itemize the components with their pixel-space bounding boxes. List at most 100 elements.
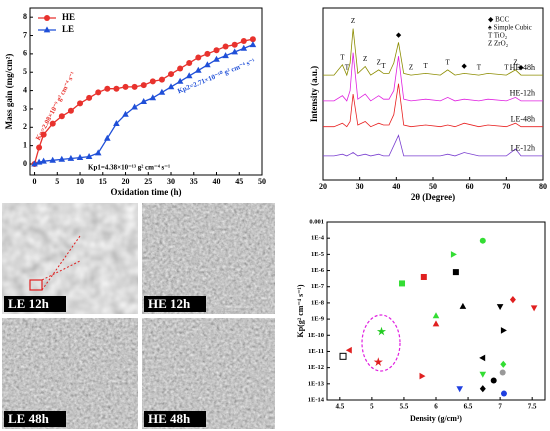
panel-label-bg xyxy=(4,296,66,312)
marker xyxy=(149,94,157,101)
peak-label: ◆ xyxy=(396,31,402,39)
marker xyxy=(452,269,459,276)
x-tick-label: 7.5 xyxy=(528,403,537,411)
y-tick-label: 3 xyxy=(23,104,27,113)
marker xyxy=(67,107,74,114)
legend-label: Z ZrO₂ xyxy=(488,40,509,48)
marker xyxy=(479,371,487,378)
marker xyxy=(122,110,129,117)
x-tick-label: 50 xyxy=(429,182,437,191)
marker xyxy=(399,280,406,287)
peak-label: T xyxy=(504,64,509,72)
marker xyxy=(40,131,47,138)
x-tick-label: 40 xyxy=(392,182,400,191)
marker xyxy=(490,377,497,384)
series-line xyxy=(323,52,543,102)
marker xyxy=(149,78,156,85)
panel-label: HE 48h xyxy=(148,411,191,426)
marker xyxy=(67,154,75,161)
panel-label-bg xyxy=(144,296,206,312)
y-tick-label: 1E-9 xyxy=(311,316,325,323)
x-tick-label: 6 xyxy=(434,403,438,411)
x-tick-label: 7 xyxy=(498,403,502,411)
x-tick-label: 15 xyxy=(99,177,107,186)
marker xyxy=(86,94,93,101)
marker xyxy=(36,144,43,151)
marker xyxy=(499,369,506,376)
inset-zoom xyxy=(79,205,136,262)
x-axis-label: Oxidation time (h) xyxy=(111,187,182,197)
marker xyxy=(213,47,220,54)
marker xyxy=(345,346,352,354)
marker xyxy=(509,296,516,304)
marker xyxy=(231,41,238,48)
sem-image xyxy=(142,318,275,429)
y-tick-label: 1E-13 xyxy=(308,380,325,387)
marker xyxy=(122,83,129,90)
legend-label: ◆ BCC xyxy=(488,16,509,24)
y-tick-label: 1E-14 xyxy=(308,396,325,403)
x-tick-label: 5 xyxy=(370,403,374,411)
sem-image xyxy=(2,318,138,429)
marker xyxy=(168,71,175,78)
marker xyxy=(419,372,426,380)
marker xyxy=(58,113,65,120)
peak-label: Z xyxy=(513,59,517,67)
marker xyxy=(140,98,147,104)
marker xyxy=(530,305,538,312)
panel-label: LE 48h xyxy=(8,411,50,426)
peak-label: Z xyxy=(409,64,413,72)
inset-link xyxy=(41,235,81,291)
y-tick-label: 1E-11 xyxy=(308,348,324,355)
marker xyxy=(479,237,486,244)
y-tick-label: 1E-8 xyxy=(311,299,325,306)
marker xyxy=(94,149,102,156)
marker xyxy=(450,251,457,258)
x-tick-label: 5 xyxy=(55,177,59,186)
marker xyxy=(432,320,440,327)
peak-label: ◆ xyxy=(461,62,467,70)
marker xyxy=(204,50,211,57)
y-tick-label: 0.001 xyxy=(309,218,324,225)
marker xyxy=(58,155,66,162)
marker xyxy=(40,157,47,164)
highlight-ellipse xyxy=(361,314,401,372)
marker xyxy=(131,103,138,110)
marker xyxy=(176,77,184,84)
y-axis-label: Intensity (a.u.) xyxy=(309,66,319,122)
x-axis-label: 2θ (Degree) xyxy=(411,192,455,202)
sem-images xyxy=(2,203,275,429)
y-tick-label: 5 xyxy=(23,67,27,76)
x-tick-label: 25 xyxy=(144,177,152,186)
marker xyxy=(104,85,111,92)
plot-frame xyxy=(29,7,263,176)
marker xyxy=(186,60,193,67)
marker xyxy=(49,120,56,127)
marker xyxy=(31,160,38,167)
marker xyxy=(213,55,220,62)
marker xyxy=(131,83,138,90)
marker xyxy=(95,89,102,96)
peak-label: Z xyxy=(377,59,381,67)
y-tick-label: 1E-4 xyxy=(311,235,325,242)
legend-label: LE xyxy=(62,24,74,34)
marker xyxy=(500,327,507,334)
x-tick-label: 20 xyxy=(122,177,130,186)
marker xyxy=(373,357,383,366)
series-label: LE-48h xyxy=(511,115,535,124)
y-tick-label: 1E-7 xyxy=(311,283,325,290)
y-tick-label: 1E-5 xyxy=(311,251,325,258)
marker xyxy=(240,44,248,51)
series-line xyxy=(323,28,543,77)
y-tick-label: 2 xyxy=(23,122,27,131)
y-tick-label: 1 xyxy=(23,140,27,149)
marker xyxy=(76,154,84,160)
panel-label-bg xyxy=(144,411,206,427)
legend-label: ♠ Simple Cubic xyxy=(488,24,532,32)
series-line xyxy=(323,83,543,128)
marker xyxy=(167,83,175,90)
y-tick-label: 0 xyxy=(23,159,27,168)
y-axis-label: Kp(g² cm⁻⁴ s⁻¹) xyxy=(296,284,305,337)
marker xyxy=(195,54,202,61)
